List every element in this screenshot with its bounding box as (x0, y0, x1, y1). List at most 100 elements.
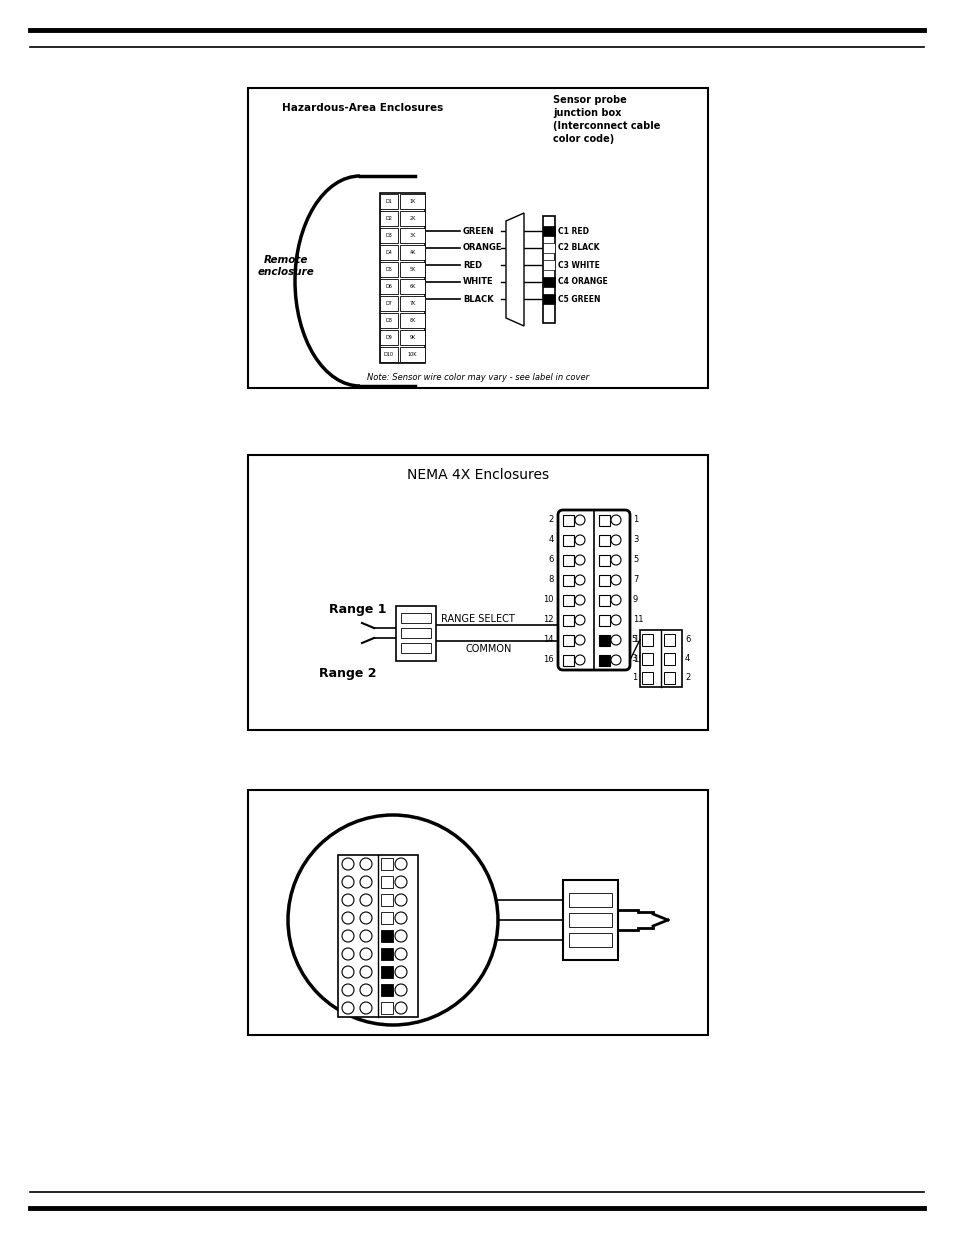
Text: Range 2: Range 2 (319, 667, 376, 679)
Circle shape (575, 615, 584, 625)
Text: GREEN: GREEN (462, 226, 494, 236)
Text: 7: 7 (633, 576, 638, 584)
Circle shape (359, 966, 372, 978)
Circle shape (610, 555, 620, 564)
Circle shape (395, 966, 407, 978)
Circle shape (610, 635, 620, 645)
Circle shape (395, 948, 407, 960)
Circle shape (395, 876, 407, 888)
Bar (542, 261, 555, 270)
Bar (598, 594, 609, 605)
Bar (399, 245, 424, 261)
Text: 7K: 7K (409, 301, 416, 306)
Bar (641, 652, 652, 664)
Bar (248, 790, 707, 1035)
Bar (379, 347, 397, 362)
Text: C2 BLACK: C2 BLACK (558, 243, 598, 252)
Circle shape (610, 535, 620, 545)
Bar (399, 262, 424, 277)
Bar (568, 932, 612, 947)
Bar (399, 194, 424, 209)
Text: D2: D2 (385, 216, 392, 221)
Text: 3: 3 (633, 536, 638, 545)
Text: 6K: 6K (409, 284, 416, 289)
Bar (542, 216, 555, 324)
Circle shape (610, 515, 620, 525)
Text: 2K: 2K (409, 216, 416, 221)
Bar (380, 911, 393, 924)
Bar (379, 211, 397, 226)
Text: 6: 6 (548, 556, 554, 564)
Text: 10: 10 (543, 595, 554, 604)
Text: 1: 1 (631, 673, 637, 682)
Text: color code): color code) (553, 135, 614, 144)
Bar (380, 966, 393, 978)
Bar (400, 643, 431, 653)
Text: 9: 9 (633, 595, 638, 604)
Text: COMMON: COMMON (465, 643, 512, 655)
Circle shape (395, 858, 407, 869)
Bar (379, 330, 397, 345)
Ellipse shape (288, 815, 497, 1025)
Text: (Interconnect cable: (Interconnect cable (553, 121, 659, 131)
Text: 5: 5 (633, 556, 638, 564)
Circle shape (341, 948, 354, 960)
Circle shape (395, 984, 407, 995)
Text: 1: 1 (633, 515, 638, 525)
Circle shape (395, 911, 407, 924)
Text: 2: 2 (684, 673, 690, 682)
Bar (400, 613, 431, 622)
Text: 2: 2 (548, 515, 554, 525)
Bar (562, 615, 574, 625)
Text: Sensor probe: Sensor probe (553, 95, 626, 105)
Circle shape (610, 615, 620, 625)
Text: D5: D5 (385, 267, 392, 272)
Circle shape (359, 1002, 372, 1014)
Text: 6: 6 (684, 635, 690, 643)
Circle shape (575, 655, 584, 664)
Text: D6: D6 (385, 284, 392, 289)
Bar (380, 876, 393, 888)
Text: C3 WHITE: C3 WHITE (558, 261, 599, 269)
Text: 1K: 1K (409, 199, 416, 204)
Bar (379, 312, 397, 329)
Text: ORANGE: ORANGE (462, 243, 502, 252)
Bar (568, 893, 612, 906)
Text: D3: D3 (385, 233, 392, 238)
Text: RED: RED (462, 261, 481, 269)
Circle shape (359, 930, 372, 942)
Text: RANGE SELECT: RANGE SELECT (440, 614, 515, 624)
Text: 5K: 5K (409, 267, 416, 272)
Bar (380, 894, 393, 906)
Circle shape (575, 576, 584, 585)
Text: NEMA 4X Enclosures: NEMA 4X Enclosures (407, 468, 549, 482)
Bar (598, 574, 609, 585)
Circle shape (395, 1002, 407, 1014)
Text: Remote
enclosure: Remote enclosure (257, 256, 314, 277)
Bar (379, 228, 397, 243)
Bar (399, 347, 424, 362)
Circle shape (395, 894, 407, 906)
Bar (399, 312, 424, 329)
Bar (562, 515, 574, 526)
Bar (598, 555, 609, 566)
Bar (399, 279, 424, 294)
Bar (542, 294, 555, 304)
Text: C4 ORANGE: C4 ORANGE (558, 278, 607, 287)
Text: D10: D10 (384, 352, 394, 357)
Bar (399, 228, 424, 243)
Bar (337, 855, 417, 1016)
Circle shape (359, 858, 372, 869)
Circle shape (359, 876, 372, 888)
Text: 10K: 10K (407, 352, 416, 357)
Circle shape (610, 576, 620, 585)
Circle shape (575, 535, 584, 545)
Circle shape (359, 894, 372, 906)
Bar (598, 515, 609, 526)
Circle shape (341, 966, 354, 978)
Bar (641, 672, 652, 683)
Text: BLACK: BLACK (462, 294, 493, 304)
Circle shape (341, 858, 354, 869)
Bar (379, 296, 397, 311)
Bar (379, 193, 424, 363)
